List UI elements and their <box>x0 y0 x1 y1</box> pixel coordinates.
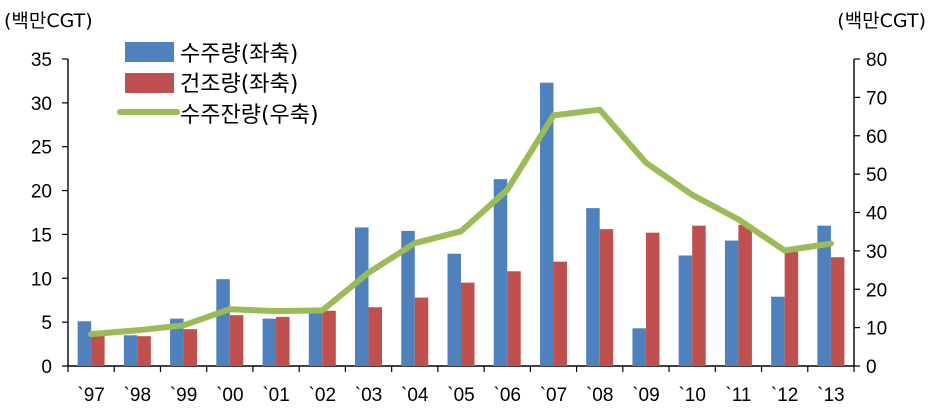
right-axis-unit-label: (백만CGT) <box>837 10 926 32</box>
x-tick-label: `98 <box>124 385 151 406</box>
bar-orders <box>447 253 461 366</box>
right-tick-label: 10 <box>866 319 887 340</box>
x-tick-label: `99 <box>170 385 197 406</box>
x-tick-label: `10 <box>678 385 705 406</box>
x-tick-label: `13 <box>817 385 844 406</box>
bar-deliveries <box>553 261 567 366</box>
legend-swatch-deliveries <box>125 73 174 93</box>
bar-orders <box>216 279 230 366</box>
bar-deliveries <box>830 257 845 366</box>
right-tick-label: 80 <box>866 50 887 71</box>
right-tick-label: 40 <box>866 204 887 225</box>
bar-deliveries <box>784 249 799 366</box>
left-axis-unit-label: (백만CGT) <box>4 10 93 32</box>
bar-deliveries <box>276 316 290 366</box>
bar-series <box>77 82 845 366</box>
bar-orders <box>493 179 508 366</box>
legend-label-orders: 수주량(좌축) <box>180 42 298 67</box>
bar-deliveries <box>183 329 198 366</box>
left-tick-label: 15 <box>31 225 52 246</box>
bar-deliveries <box>322 310 336 366</box>
x-tick-label: `06 <box>494 385 521 406</box>
bar-orders <box>308 308 323 366</box>
line-series-group <box>88 106 834 338</box>
x-tick-label: `07 <box>540 385 567 406</box>
bar-orders <box>771 296 785 366</box>
bar-orders <box>262 318 277 366</box>
x-tick-label: `08 <box>586 385 613 406</box>
x-tick-label: `01 <box>262 385 289 406</box>
bar-deliveries <box>645 232 660 366</box>
left-tick-label: 20 <box>31 182 52 203</box>
bar-orders <box>632 328 646 366</box>
legend-label-backlog: 수주잔량(우축) <box>180 103 319 128</box>
line-backlog <box>88 106 834 338</box>
bar-deliveries <box>507 271 521 366</box>
x-tick-label: `05 <box>447 385 474 406</box>
bar-deliveries <box>91 330 105 366</box>
x-axis-ticks: `97 `98 `99 `00 `01 `02 `03 `04 `05 `06 `07 `08 `09 `… <box>67 366 855 406</box>
bar-orders <box>539 82 554 366</box>
right-tick-label: 20 <box>866 280 887 301</box>
left-tick-label: 0 <box>41 357 52 378</box>
bar-deliveries <box>229 315 244 366</box>
x-tick-label: `04 <box>401 385 429 406</box>
bar-orders <box>123 335 138 366</box>
bar-orders <box>355 227 369 366</box>
right-tick-label: 50 <box>866 165 887 186</box>
x-tick-label: `02 <box>309 385 336 406</box>
bar-deliveries <box>599 229 614 366</box>
left-tick-label: 25 <box>31 138 52 159</box>
bar-orders <box>724 240 739 366</box>
x-tick-label: `11 <box>725 385 751 406</box>
right-tick-label: 60 <box>866 127 887 148</box>
x-tick-label: `97 <box>77 385 104 406</box>
legend-swatch-orders <box>125 42 174 62</box>
right-tick-label: 0 <box>866 357 877 378</box>
right-tick-label: 70 <box>866 88 887 109</box>
legend-label-deliveries: 건조량(좌축) <box>180 72 298 97</box>
x-tick-label: `03 <box>355 385 382 406</box>
right-axis-ticks: 0 10 20 30 40 50 60 70 80 <box>854 50 887 378</box>
x-tick-label: `09 <box>632 385 659 406</box>
right-tick-label: 30 <box>866 242 887 263</box>
bar-orders <box>170 318 184 366</box>
bar-orders <box>401 230 415 366</box>
left-tick-label: 10 <box>31 269 52 290</box>
bar-deliveries <box>738 224 752 366</box>
bar-orders <box>678 255 693 366</box>
bar-deliveries <box>368 307 383 366</box>
legend: 수주량(좌축) 건조량(좌축) 수주잔량(우축) <box>117 42 319 128</box>
left-axis-ticks: 0 5 10 15 20 25 30 35 <box>31 50 68 378</box>
bar-deliveries <box>461 282 475 366</box>
bar-orders <box>817 225 831 366</box>
bar-deliveries <box>137 336 151 366</box>
bar-deliveries <box>414 297 429 366</box>
left-tick-label: 35 <box>31 50 52 71</box>
x-tick-label: `00 <box>216 385 243 406</box>
bar-orders <box>586 208 600 366</box>
x-tick-label: `12 <box>771 385 798 406</box>
left-tick-label: 5 <box>41 313 52 334</box>
bar-orders <box>77 321 92 366</box>
bar-deliveries <box>692 225 706 366</box>
left-tick-label: 30 <box>31 94 52 115</box>
